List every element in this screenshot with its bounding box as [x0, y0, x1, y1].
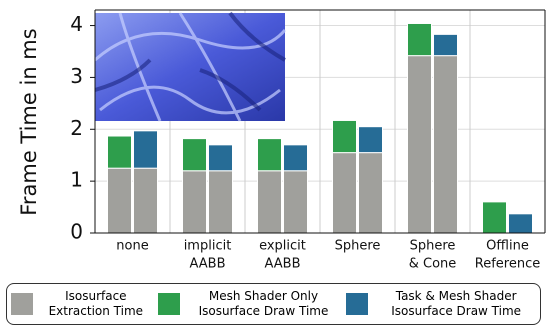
- y-tick-label: 4: [70, 12, 83, 36]
- bar-segment: [108, 168, 132, 233]
- legend-swatch: [11, 293, 33, 315]
- bar-segment: [183, 139, 207, 171]
- legend-label: Task & Mesh Shader Isosurface Draw Time: [376, 289, 536, 319]
- x-tick-label: Sphere: [335, 239, 381, 254]
- x-tick-label: none: [116, 239, 148, 254]
- bar-segment: [258, 139, 282, 171]
- bar-segment: [183, 171, 207, 233]
- bar-segment: [209, 145, 233, 171]
- legend-swatch: [346, 293, 368, 315]
- y-tick-label: 1: [70, 168, 83, 192]
- bar-segment: [408, 23, 432, 55]
- bar-segment: [333, 153, 357, 233]
- bar-segment: [108, 136, 132, 168]
- bar-segment: [284, 145, 308, 171]
- legend-item: Isosurface Extraction Time: [11, 289, 151, 319]
- legend-item: Mesh Shader Only Isosurface Draw Time: [158, 289, 338, 319]
- bar-segment: [209, 171, 233, 233]
- legend-label: Mesh Shader Only Isosurface Draw Time: [188, 289, 338, 319]
- bar-segment: [359, 153, 383, 233]
- bar-segment: [509, 214, 533, 233]
- inset-image: [95, 13, 285, 121]
- bar-segment: [258, 171, 282, 233]
- x-tick-label: AABB: [190, 257, 226, 272]
- x-tick-label: explicit: [259, 239, 306, 254]
- legend-swatch: [158, 293, 180, 315]
- y-tick-label: 2: [70, 116, 83, 140]
- y-axis-label: Frame Time in ms: [17, 28, 41, 215]
- legend: Isosurface Extraction Time Mesh Shader On…: [6, 283, 541, 325]
- legend-item: Task & Mesh Shader Isosurface Draw Time: [346, 289, 536, 319]
- x-tick-label: Offline: [486, 239, 529, 254]
- legend-label: Isosurface Extraction Time: [41, 289, 151, 319]
- bar-segment: [434, 34, 458, 55]
- page: {"chart_data": {"type": "bar", "y_label"…: [0, 0, 549, 331]
- x-tick-label: Sphere: [410, 239, 456, 254]
- bar-segment: [408, 56, 432, 233]
- y-tick-label: 3: [70, 64, 83, 88]
- x-tick-label: AABB: [265, 257, 301, 272]
- bar-segment: [134, 168, 158, 233]
- x-tick-label: implicit: [184, 239, 232, 254]
- bar-segment: [483, 202, 507, 233]
- bar-segment: [434, 56, 458, 233]
- chart: Frame Time in ms 0 1 2 3 4 none implicit AABB ex…: [0, 0, 549, 283]
- bar-segment: [359, 127, 383, 153]
- bar-segment: [134, 131, 158, 168]
- x-tick-label: & Cone: [409, 257, 457, 272]
- bar-segment: [284, 171, 308, 233]
- bar-segment: [333, 120, 357, 152]
- x-tick-label: Reference: [475, 257, 540, 272]
- y-tick-label: 0: [70, 220, 83, 244]
